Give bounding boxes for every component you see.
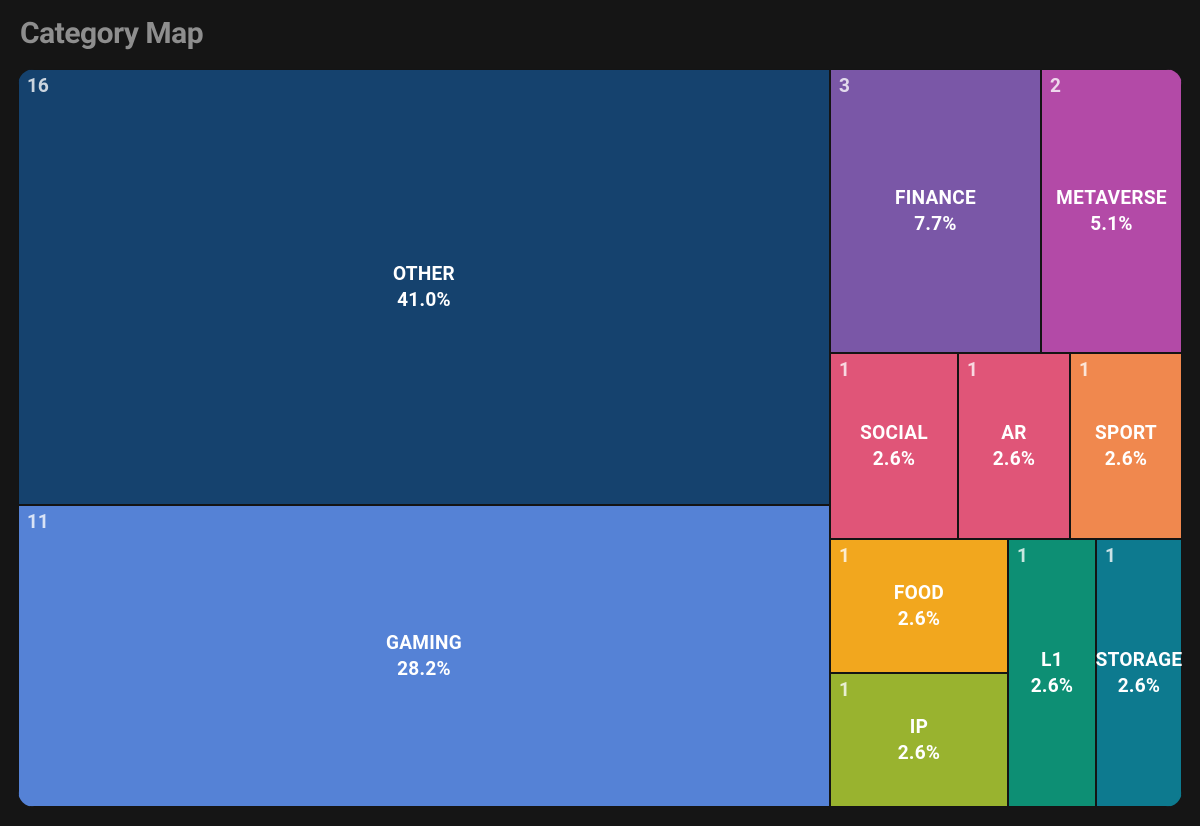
cell-count: 1	[967, 358, 978, 381]
cell-count: 1	[1105, 544, 1116, 567]
treemap-cell-metaverse[interactable]: 2 METAVERSE5.1%	[1041, 69, 1182, 353]
cell-percent: 2.6%	[898, 741, 941, 765]
cell-count: 1	[1017, 544, 1028, 567]
cell-count: 11	[27, 510, 49, 533]
cell-count: 3	[839, 74, 850, 97]
treemap-cell-other[interactable]: 16 OTHER41.0%	[18, 69, 830, 505]
cell-count: 16	[27, 74, 49, 97]
cell-label: IP	[910, 715, 928, 739]
cell-label: METAVERSE	[1056, 186, 1167, 210]
cell-label: FOOD	[894, 581, 944, 605]
cell-count: 1	[839, 544, 850, 567]
cell-count: 2	[1050, 74, 1061, 97]
cell-percent: 41.0%	[397, 288, 451, 312]
cell-percent: 2.6%	[1105, 447, 1148, 471]
cell-percent: 5.1%	[1090, 212, 1133, 236]
treemap-cell-ar[interactable]: 1 AR2.6%	[958, 353, 1070, 539]
cell-label: GAMING	[386, 631, 462, 655]
cell-percent: 2.6%	[1118, 674, 1161, 698]
cell-percent: 2.6%	[1031, 674, 1074, 698]
category-treemap: 16OTHER41.0%11GAMING28.2%3FINANCE7.7%2ME…	[18, 69, 1182, 807]
treemap-cell-l1[interactable]: 1 L12.6%	[1008, 539, 1096, 807]
cell-label: AR	[1001, 421, 1027, 445]
cell-label: STORAGE	[1096, 648, 1182, 672]
cell-percent: 7.7%	[914, 212, 957, 236]
treemap-cell-food[interactable]: 1 FOOD2.6%	[830, 539, 1008, 673]
cell-count: 1	[839, 358, 850, 381]
chart-title: Category Map	[20, 16, 1182, 51]
cell-count: 1	[839, 678, 850, 701]
cell-label: SOCIAL	[860, 421, 928, 445]
treemap-cell-ip[interactable]: 1 IP2.6%	[830, 673, 1008, 807]
cell-label: SPORT	[1095, 421, 1157, 445]
page: Category Map 16OTHER41.0%11GAMING28.2%3F…	[0, 0, 1200, 825]
treemap-cell-storage[interactable]: 1 STORAGE2.6%	[1096, 539, 1182, 807]
cell-percent: 28.2%	[397, 657, 451, 681]
cell-label: OTHER	[393, 262, 455, 286]
cell-label: L1	[1041, 648, 1063, 672]
treemap-cell-sport[interactable]: 1 SPORT2.6%	[1070, 353, 1182, 539]
cell-percent: 2.6%	[873, 447, 916, 471]
treemap-cell-finance[interactable]: 3 FINANCE7.7%	[830, 69, 1041, 353]
treemap-cell-gaming[interactable]: 11 GAMING28.2%	[18, 505, 830, 807]
treemap-cell-social[interactable]: 1 SOCIAL2.6%	[830, 353, 958, 539]
cell-count: 1	[1079, 358, 1090, 381]
cell-label: FINANCE	[895, 186, 976, 210]
cell-percent: 2.6%	[993, 447, 1036, 471]
cell-percent: 2.6%	[898, 607, 941, 631]
